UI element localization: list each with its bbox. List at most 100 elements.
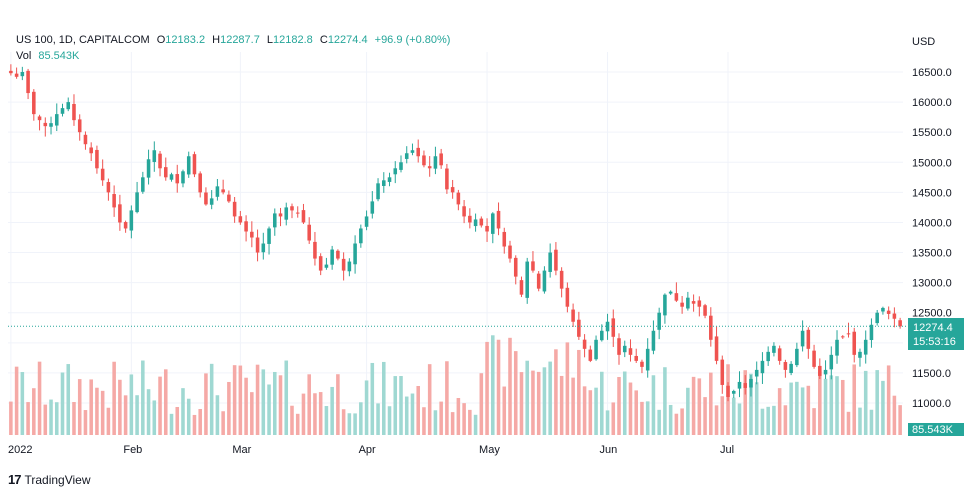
candle-body xyxy=(72,103,76,121)
candle-body xyxy=(123,222,128,229)
candle-body xyxy=(100,168,105,181)
price-tick-label: 11000.0 xyxy=(912,398,951,410)
candle-body xyxy=(473,219,478,227)
candle-body xyxy=(600,330,604,341)
close-value: 12274.4 xyxy=(327,34,368,46)
candle-body xyxy=(399,162,403,170)
tradingview-attribution[interactable]: 17 TradingView xyxy=(8,472,91,487)
volume-bar xyxy=(663,367,667,435)
candle-body xyxy=(278,213,283,217)
volume-bar xyxy=(89,379,93,435)
candle-body xyxy=(869,324,874,341)
candle-body xyxy=(536,273,541,289)
price-tick-label: 14000.0 xyxy=(912,217,952,229)
candle-body xyxy=(112,194,116,208)
candle-body xyxy=(628,348,633,355)
candle-body xyxy=(468,215,472,223)
volume-bar xyxy=(777,388,782,435)
candle-body xyxy=(129,210,134,231)
candle-body xyxy=(255,237,260,253)
candle-body xyxy=(680,302,684,307)
candle-body xyxy=(118,204,122,223)
candle-body xyxy=(818,365,822,376)
volume-bar xyxy=(491,335,495,435)
candle-body xyxy=(135,192,139,213)
price-tick-label: 11500.0 xyxy=(912,368,951,380)
volume-bar xyxy=(468,409,472,435)
candle-body xyxy=(456,192,461,205)
time-tick-label: Mar xyxy=(232,444,251,456)
candle-body xyxy=(336,250,340,259)
candle-body xyxy=(66,102,71,110)
candle-body xyxy=(198,173,202,193)
candle-body xyxy=(645,348,650,371)
price-tick-label: 15500.0 xyxy=(912,127,952,139)
candle-body xyxy=(766,351,770,362)
candle-body xyxy=(835,339,839,356)
candle-body xyxy=(77,119,82,133)
candle-body xyxy=(95,149,99,169)
candle-body xyxy=(795,348,799,366)
volume-bar xyxy=(462,403,466,435)
volume-bar xyxy=(508,337,512,435)
volume-bar xyxy=(846,411,851,435)
price-badge-value: 12274.4 xyxy=(913,322,953,334)
candle-body xyxy=(462,206,466,217)
volume-bar xyxy=(749,373,753,435)
price-tick-label: 13500.0 xyxy=(912,248,952,260)
candle-body xyxy=(731,390,736,394)
volume-bar xyxy=(250,392,254,435)
volume-bar xyxy=(680,408,684,435)
volume-bar xyxy=(382,361,386,435)
volume-bar xyxy=(20,372,25,435)
volume-bar xyxy=(485,341,489,435)
volume-bar xyxy=(783,405,788,435)
volume-bar xyxy=(686,387,690,435)
volume-bar xyxy=(651,375,656,435)
candle-body xyxy=(347,261,352,272)
volume-bar xyxy=(169,413,174,435)
volume-bar xyxy=(513,351,518,435)
price-badge-countdown: 15:53:16 xyxy=(913,336,956,348)
volume-bar xyxy=(227,381,231,435)
volume-bar xyxy=(83,410,88,435)
candle-body xyxy=(709,315,713,340)
volume-bar xyxy=(766,406,770,435)
volume-bar xyxy=(278,375,283,435)
volume-bar xyxy=(273,371,277,435)
candle-body xyxy=(54,114,59,126)
volume-bar xyxy=(691,376,696,435)
volume-bar xyxy=(605,410,610,435)
candle-body xyxy=(232,201,237,217)
volume-bar xyxy=(892,395,897,435)
volume-bar xyxy=(376,403,380,435)
volume-bar xyxy=(370,362,375,435)
candle-body xyxy=(749,378,753,388)
volume-bar xyxy=(364,380,369,435)
candle-body xyxy=(416,147,420,157)
volume-bar xyxy=(129,374,134,435)
volume-bar xyxy=(410,393,415,435)
candle-body xyxy=(60,108,65,114)
candle-body xyxy=(158,153,162,169)
volume-bar xyxy=(743,370,748,435)
volume-bar xyxy=(72,402,76,435)
open-value: 12183.2 xyxy=(165,34,206,46)
time-tick-label: 2022 xyxy=(8,444,32,456)
candle-body xyxy=(410,150,415,153)
volume-bar xyxy=(77,379,82,435)
candle-body xyxy=(674,293,679,301)
candle-body xyxy=(668,291,673,294)
high-value: 12287.7 xyxy=(220,34,260,46)
volume-bar xyxy=(341,409,346,435)
candle-body xyxy=(777,348,782,361)
candle-body xyxy=(640,361,644,367)
volume-bar xyxy=(731,397,736,435)
candle-body xyxy=(565,287,570,307)
volume-bar xyxy=(450,412,455,435)
candle-body xyxy=(290,206,294,211)
volume-bar xyxy=(433,410,438,435)
volume-bar xyxy=(531,370,535,435)
volume-bar xyxy=(37,361,42,435)
price-axis: 16500.0 16000.0 15500.0 15000.0 14500.0 14000… xyxy=(912,67,952,410)
